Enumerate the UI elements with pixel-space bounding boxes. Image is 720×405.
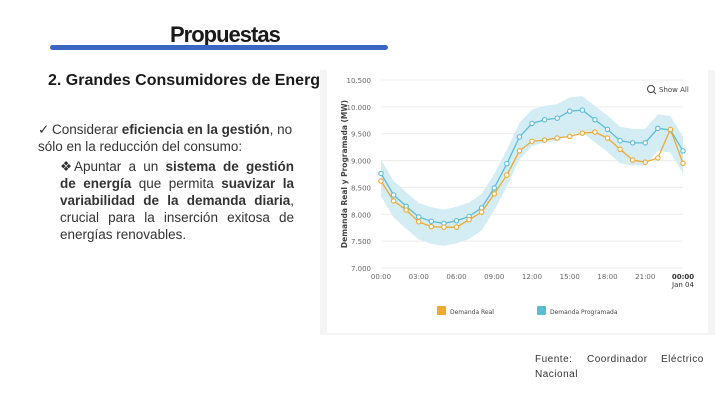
data-point — [428, 223, 435, 230]
data-point — [655, 125, 661, 132]
demand-chart-panel: 7.000 7.500 8.000 8.500 9.000 9.500 10.000 10.5… — [327, 70, 708, 333]
x-tick-label: 15:00 — [560, 273, 580, 281]
data-point — [629, 140, 636, 146]
y-tick-label: 7.500 — [351, 238, 371, 246]
legend-swatch — [537, 306, 546, 315]
data-point — [604, 135, 611, 141]
data-point — [554, 115, 560, 121]
data-point — [516, 134, 523, 140]
x-tick-label: 03:00 — [409, 273, 429, 281]
x-tick-sublabel: Jan 04 — [671, 281, 694, 289]
diamond-bullet-emphasis2: suavizar la variabilidad de la demanda d… — [60, 176, 295, 208]
check-bullet-tail: , no sólo en la reducción del consumo: — [38, 122, 293, 154]
data-point — [642, 159, 648, 165]
demand-chart: 7.000 7.500 8.000 8.500 9.000 9.500 10.000 10.5… — [340, 77, 695, 316]
data-point — [680, 148, 686, 154]
x-tick-label: 09:00 — [484, 273, 504, 281]
check-bullet-lead: Considerar — [52, 122, 122, 137]
data-point — [629, 157, 636, 163]
data-point — [453, 217, 460, 224]
x-tick-label: 18:00 — [597, 273, 617, 281]
y-tick-label: 9.500 — [351, 131, 371, 139]
data-point — [541, 116, 548, 123]
y-tick-label: 8.000 — [351, 211, 371, 219]
data-point — [441, 224, 447, 230]
data-point — [403, 207, 409, 213]
data-point — [655, 155, 661, 161]
data-point — [504, 172, 510, 178]
check-bullet: ✓ Considerar eficiencia en la gestión, no… — [38, 121, 298, 155]
x-tick-label: 21:00 — [635, 273, 655, 281]
data-point — [579, 107, 586, 113]
data-point — [453, 224, 460, 230]
data-point — [466, 216, 472, 223]
data-point — [428, 218, 435, 225]
data-point — [592, 129, 598, 135]
data-point — [592, 116, 598, 123]
confidence-band — [381, 96, 683, 246]
y-tick-label: 10.500 — [347, 77, 372, 85]
data-point — [554, 135, 560, 141]
source-org2: Eléctrico — [661, 354, 704, 365]
data-point — [378, 178, 384, 184]
data-point — [567, 108, 573, 114]
data-point — [529, 138, 535, 144]
x-tick-label: 12:00 — [522, 273, 542, 281]
legend-label: Demanda Programada — [550, 309, 618, 316]
data-point — [478, 209, 485, 215]
x-tick-label: 00:00 — [371, 273, 391, 281]
check-bullet-emphasis: eficiencia en la gestión — [121, 122, 270, 137]
zoom-icon-handle — [653, 91, 657, 95]
data-point — [617, 146, 623, 153]
data-point — [504, 161, 510, 167]
data-point — [378, 170, 384, 177]
y-axis-label: Demanda Real y Programada (MW) — [340, 100, 349, 248]
x-tick-label: 06:00 — [446, 273, 466, 281]
data-point — [541, 137, 548, 143]
diamond-bullet-icon: ❖ — [60, 159, 73, 174]
data-point — [604, 126, 611, 133]
diamond-bullet-part3: , crucial para la inserción exitosa de e… — [60, 193, 294, 242]
legend-swatch — [437, 306, 446, 315]
legend-label: Demanda Real — [450, 309, 494, 316]
data-point — [680, 160, 686, 167]
data-point — [390, 192, 397, 198]
zoom-icon — [647, 85, 655, 93]
diamond-bullet-part2: que permita — [131, 176, 222, 191]
diamond-bullet-part1: Apuntar a un — [74, 159, 166, 174]
data-point — [567, 133, 573, 140]
diamond-bullet-emphasis1: sistema de gestión de energía — [60, 159, 294, 191]
section-subtitle: 2. Grandes Consumidores de Energía — [48, 72, 334, 89]
data-point — [579, 130, 586, 136]
data-point — [416, 219, 422, 225]
y-tick-label: 9.000 — [351, 158, 371, 166]
slide-title: Propuestas — [170, 22, 281, 47]
source-label: Fuente: Nacional — [535, 352, 578, 382]
diamond-bullet: ❖ Apuntar a un sistema de gestión de ener… — [60, 158, 294, 243]
data-point — [390, 198, 397, 204]
title-underline — [50, 45, 388, 50]
source-label-line2: Nacional — [535, 369, 578, 380]
data-point — [617, 137, 623, 144]
source-org: Coordinador — [587, 354, 648, 365]
source-label-line1: Fuente: — [535, 354, 573, 365]
data-point — [491, 191, 498, 197]
data-point — [416, 214, 422, 220]
data-point — [516, 148, 523, 154]
check-icon: ✓ — [38, 122, 50, 137]
data-point — [491, 185, 498, 191]
data-point — [667, 126, 674, 133]
show-all-button[interactable]: Show All — [659, 86, 689, 94]
y-tick-label: 10.000 — [347, 104, 372, 112]
y-tick-label: 7.000 — [351, 265, 371, 273]
x-tick-label: 00:00 — [672, 273, 694, 281]
y-tick-label: 8.500 — [351, 184, 371, 192]
data-point — [642, 140, 648, 146]
data-point — [529, 120, 535, 127]
